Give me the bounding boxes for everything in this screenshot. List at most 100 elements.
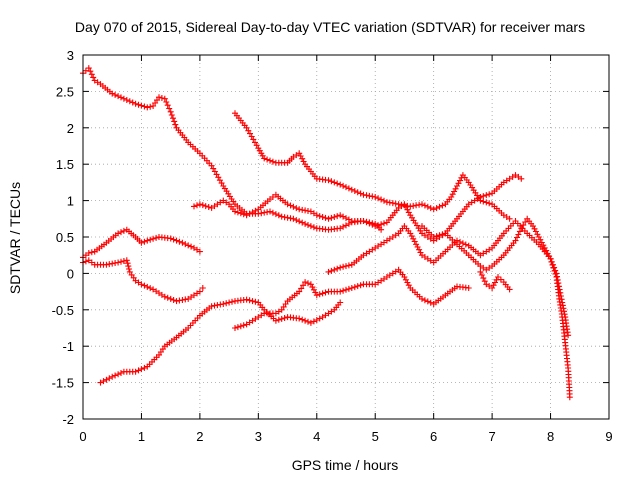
- data-point: [138, 281, 145, 288]
- data-point: [381, 197, 387, 204]
- data-point: [565, 332, 572, 339]
- data-point: [483, 199, 490, 206]
- data-point: [477, 268, 484, 275]
- data-point: [480, 275, 487, 282]
- data-point: [375, 222, 382, 229]
- data-point: [430, 206, 437, 213]
- data-point: [305, 222, 311, 228]
- data-point: [378, 196, 385, 203]
- data-point: [357, 190, 364, 197]
- data-point: [284, 214, 291, 221]
- data-point: [408, 233, 415, 240]
- data-point: [182, 241, 189, 248]
- data-point: [141, 282, 148, 289]
- data-point: [167, 235, 174, 242]
- y-tick-label: 2: [67, 121, 74, 136]
- data-point: [410, 202, 417, 209]
- data-point: [118, 229, 124, 236]
- data-point: [269, 209, 276, 216]
- data-point: [278, 213, 285, 220]
- data-point: [234, 209, 241, 216]
- y-tick-label: 0.5: [56, 230, 74, 245]
- data-point: [281, 315, 288, 321]
- data-point: [302, 279, 309, 286]
- data-point: [126, 266, 132, 272]
- data-point: [515, 231, 522, 238]
- data-point: [118, 370, 124, 376]
- data-point: [220, 301, 227, 307]
- data-point: [179, 239, 186, 246]
- x-tick-label: 3: [255, 429, 262, 444]
- data-point: [512, 237, 519, 244]
- data-point: [290, 215, 297, 222]
- data-point: [360, 218, 367, 224]
- data-point: [305, 280, 311, 287]
- data-point: [310, 286, 317, 293]
- series-track-3: [191, 172, 525, 244]
- data-point: [278, 315, 285, 322]
- data-point: [147, 236, 154, 243]
- data-point: [548, 258, 555, 265]
- data-point: [173, 298, 180, 305]
- data-point: [141, 238, 148, 245]
- data-point: [264, 156, 271, 163]
- data-point: [103, 261, 110, 268]
- data-point: [87, 68, 94, 75]
- data-point: [325, 268, 332, 275]
- data-point: [518, 225, 525, 232]
- data-point: [118, 94, 124, 101]
- data-point: [522, 219, 529, 225]
- data-point: [404, 279, 411, 286]
- data-point: [196, 201, 203, 208]
- data-point: [120, 95, 127, 102]
- y-tick-label: 1: [67, 194, 74, 209]
- data-point: [421, 202, 428, 209]
- data-point: [88, 249, 95, 256]
- data-point: [232, 208, 238, 215]
- data-point: [302, 220, 309, 227]
- data-point: [334, 265, 341, 272]
- y-tick-label: 3: [67, 48, 74, 63]
- data-point: [106, 375, 113, 382]
- data-point: [307, 223, 314, 230]
- data-point: [340, 287, 347, 294]
- data-point: [284, 201, 291, 208]
- data-point: [125, 263, 132, 270]
- data-point: [293, 217, 300, 224]
- x-tick-label: 0: [79, 429, 86, 444]
- data-point: [343, 184, 349, 191]
- data-point: [132, 100, 139, 107]
- data-point: [566, 394, 573, 401]
- data-point: [299, 219, 306, 226]
- data-point: [337, 212, 344, 219]
- data-point: [363, 219, 370, 226]
- data-point: [343, 263, 349, 270]
- series-track-6: [97, 296, 344, 386]
- data-point: [436, 232, 443, 239]
- data-point: [483, 192, 490, 199]
- data-point: [249, 209, 256, 216]
- data-point: [354, 189, 361, 196]
- data-point: [449, 191, 456, 198]
- data-point: [123, 97, 130, 103]
- data-point: [427, 299, 434, 306]
- data-point: [147, 103, 154, 110]
- data-point: [439, 202, 446, 209]
- data-point: [372, 223, 379, 230]
- data-point: [208, 303, 215, 310]
- data-point: [340, 263, 347, 270]
- data-point: [551, 268, 558, 274]
- data-point: [300, 282, 307, 289]
- data-point: [112, 372, 119, 379]
- data-point: [506, 286, 513, 293]
- data-point: [478, 272, 485, 278]
- data-point: [337, 264, 344, 271]
- x-axis-label: GPS time / hours: [292, 457, 399, 473]
- data-point: [168, 112, 175, 118]
- data-point: [112, 91, 119, 98]
- data-point: [185, 242, 192, 249]
- data-point: [375, 195, 382, 202]
- data-point: [381, 220, 387, 227]
- data-point: [421, 297, 428, 304]
- data-point: [243, 296, 250, 303]
